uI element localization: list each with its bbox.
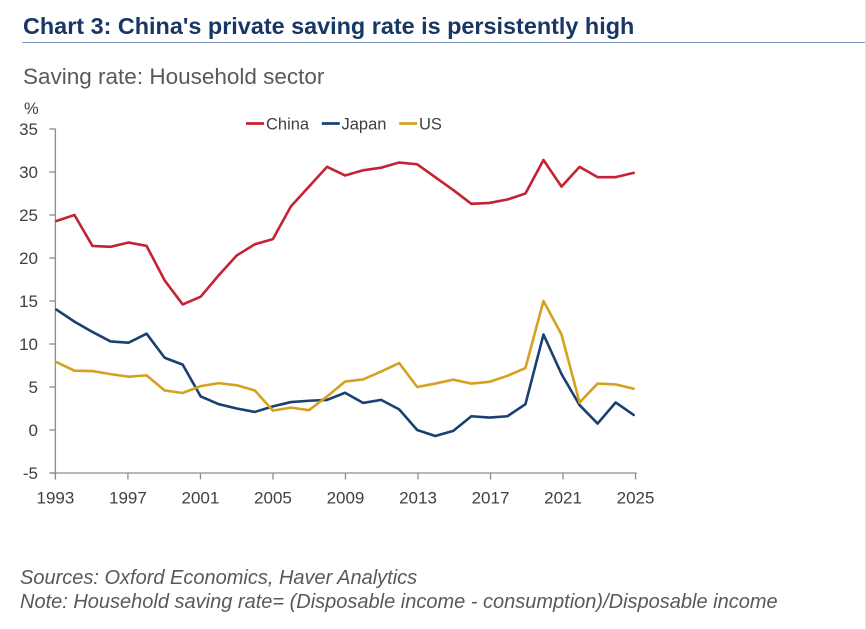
- svg-text:%: %: [24, 100, 39, 118]
- svg-text:20: 20: [19, 249, 38, 268]
- svg-text:2009: 2009: [327, 489, 365, 508]
- svg-text:2021: 2021: [544, 489, 582, 508]
- svg-text:5: 5: [29, 378, 38, 397]
- svg-text:US: US: [419, 116, 442, 134]
- svg-text:2025: 2025: [617, 489, 655, 508]
- svg-text:2005: 2005: [254, 489, 292, 508]
- svg-text:1997: 1997: [109, 489, 147, 508]
- svg-text:25: 25: [19, 206, 38, 225]
- svg-text:Japan: Japan: [342, 116, 387, 134]
- svg-text:10: 10: [19, 335, 38, 354]
- svg-text:15: 15: [19, 292, 38, 311]
- svg-text:2001: 2001: [182, 489, 220, 508]
- svg-text:0: 0: [29, 421, 38, 440]
- svg-text:2013: 2013: [399, 489, 437, 508]
- svg-text:-5: -5: [23, 464, 38, 483]
- svg-text:30: 30: [19, 163, 38, 182]
- svg-text:35: 35: [19, 120, 38, 139]
- svg-text:2017: 2017: [472, 489, 510, 508]
- svg-text:China: China: [266, 116, 310, 134]
- svg-text:1993: 1993: [36, 489, 74, 508]
